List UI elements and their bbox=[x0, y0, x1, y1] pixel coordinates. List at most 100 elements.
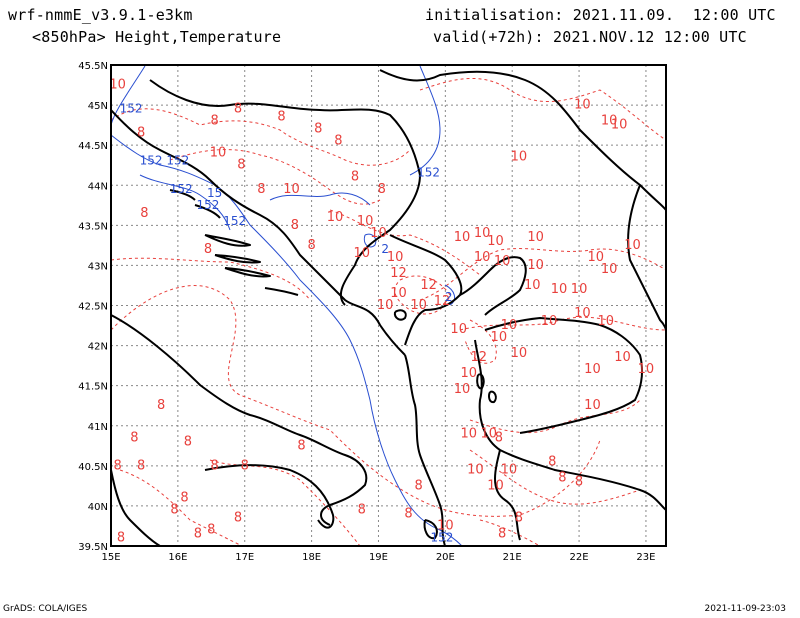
height-contour-152-northeast bbox=[409, 65, 441, 176]
temperature-contour-label: 10 bbox=[494, 254, 511, 269]
greece-border bbox=[494, 449, 521, 541]
temp-contour-10-serbia bbox=[419, 77, 666, 141]
albania-east-border bbox=[474, 339, 666, 511]
lat-tick-label: 42N bbox=[88, 342, 108, 353]
height-contours bbox=[111, 65, 463, 546]
height-contour-label: 152 bbox=[140, 154, 163, 168]
latitude-axis: 45.5N 45N 44.5N 44N 43.5N 43N 42.5N 42N 41.5N 41N… bbox=[78, 61, 108, 553]
temperature-contour-label: 10 bbox=[387, 250, 404, 265]
temperature-contour-label: 10 bbox=[524, 278, 541, 293]
height-contour-label: 2 bbox=[381, 242, 389, 256]
temperature-contour-label: 10 bbox=[283, 182, 300, 197]
lat-tick-label: 40N bbox=[88, 502, 108, 513]
temperature-contour-label: 8 bbox=[184, 434, 192, 449]
temperature-contour-label: 10 bbox=[598, 314, 615, 329]
grads-credit: GrADS: COLA/IGES bbox=[3, 604, 88, 614]
field-title: <850hPa> Height,Temperature bbox=[32, 28, 282, 46]
temperature-contour-label: 10 bbox=[109, 78, 126, 93]
temperature-contour-label: 10 bbox=[611, 118, 628, 133]
temperature-contour-label: 10 bbox=[574, 98, 591, 113]
temperature-contour-label: 8 bbox=[575, 474, 583, 489]
height-contour-label: 152 bbox=[431, 530, 454, 544]
temperature-contour-label: 8 bbox=[334, 134, 342, 149]
lat-tick-label: 44N bbox=[88, 181, 108, 192]
temperature-contour-label: 10 bbox=[390, 286, 407, 301]
italy-heel bbox=[204, 464, 335, 529]
temperature-contour-label: 8 bbox=[378, 182, 386, 197]
macedonia-border bbox=[484, 317, 644, 434]
temperature-contour-label: 10 bbox=[487, 478, 504, 493]
temperature-contour-label: 10 bbox=[370, 226, 387, 241]
temperature-contour-label: 10 bbox=[450, 322, 467, 337]
temp-contour-12-b bbox=[464, 319, 497, 364]
temperature-contour-label: 8 bbox=[234, 102, 242, 117]
temp-contour-8-bosnia bbox=[169, 149, 381, 205]
temperature-contour-label: 10 bbox=[624, 238, 641, 253]
temp-contour-12 bbox=[394, 275, 451, 315]
temperature-contour-label: 8 bbox=[114, 458, 122, 473]
island-north bbox=[169, 189, 196, 201]
temperature-contour-label: 12 bbox=[420, 278, 437, 293]
albania-border bbox=[404, 354, 446, 546]
temperature-contour-label: 8 bbox=[237, 158, 245, 173]
height-contour-152-north bbox=[111, 65, 146, 126]
height-contour-152-adriatic bbox=[111, 134, 463, 546]
temperature-contour-label: 12 bbox=[390, 266, 407, 281]
temp-contour-8-west bbox=[111, 257, 311, 301]
temperature-contour-label: 8 bbox=[117, 530, 125, 545]
temperature-contour-label: 10 bbox=[460, 366, 477, 381]
temperature-contour-label: 8 bbox=[297, 438, 305, 453]
height-contour-label: 152 bbox=[417, 166, 440, 180]
island-mljet bbox=[264, 287, 299, 296]
temperature-contour-label: 8 bbox=[140, 206, 148, 221]
temperature-contour-label: 8 bbox=[291, 218, 299, 233]
temperature-contour-label: 10 bbox=[491, 330, 508, 345]
temperature-contour-label: 10 bbox=[437, 518, 454, 533]
temperature-contour-label: 8 bbox=[211, 114, 219, 129]
lat-tick-label: 41N bbox=[88, 422, 108, 433]
temperature-contour-label: 8 bbox=[404, 506, 412, 521]
temperature-contour-label: 8 bbox=[351, 170, 359, 185]
temperature-contour-label: 10 bbox=[487, 234, 504, 249]
temperature-contour-label: 10 bbox=[551, 282, 568, 297]
height-contour-152-inland bbox=[269, 192, 371, 206]
init-time: initialisation: 2021.11.09. 12:00 UTC bbox=[425, 6, 776, 24]
lat-tick-label: 45N bbox=[88, 101, 108, 112]
temperature-contour-label: 10 bbox=[210, 146, 227, 161]
height-contour-label: 152 bbox=[170, 182, 193, 196]
lake-ohrid bbox=[476, 373, 485, 390]
kosovo-border bbox=[459, 256, 527, 316]
lon-tick-label: 23E bbox=[636, 552, 655, 563]
height-contour-152-ring bbox=[363, 233, 377, 248]
temperature-contour-label: 10 bbox=[467, 462, 484, 477]
lat-tick-label: 39.5N bbox=[78, 542, 108, 553]
temperature-contour-label: 10 bbox=[601, 114, 618, 129]
render-timestamp: 2021-11-09-23:03 bbox=[704, 604, 787, 614]
serbia-border bbox=[379, 69, 666, 211]
lat-tick-label: 40.5N bbox=[78, 462, 108, 473]
temperature-contour-label: 8 bbox=[157, 398, 165, 413]
corfu bbox=[423, 519, 438, 540]
temp-contour-8-north bbox=[111, 108, 411, 166]
height-contour-label: 15 bbox=[207, 186, 222, 200]
temperature-contour-label: 10 bbox=[511, 150, 528, 165]
temperature-contour-label: 10 bbox=[454, 382, 471, 397]
temperature-contour-label: 8 bbox=[414, 478, 422, 493]
temperature-contour-label: 12 bbox=[470, 350, 487, 365]
temperature-contour-label: 8 bbox=[307, 238, 315, 253]
temperature-contour-label: 10 bbox=[584, 362, 601, 377]
island-korcula bbox=[224, 267, 271, 278]
temp-contour-10-macedonia bbox=[459, 316, 666, 331]
temperature-contour-label: 8 bbox=[241, 458, 249, 473]
temperature-contour-label: 8 bbox=[314, 122, 322, 137]
height-contour-152-north-loop bbox=[139, 174, 231, 231]
temperature-contour-label: 10 bbox=[481, 426, 498, 441]
croatia-coast bbox=[111, 109, 406, 356]
lat-tick-label: 43N bbox=[88, 261, 108, 272]
lat-tick-label: 42.5N bbox=[78, 302, 108, 313]
height-contour-label: 152 bbox=[120, 102, 143, 116]
temperature-contour-label: 8 bbox=[130, 430, 138, 445]
temperature-contour-label: 12 bbox=[434, 294, 451, 309]
temperature-contour-label: 10 bbox=[474, 250, 491, 265]
